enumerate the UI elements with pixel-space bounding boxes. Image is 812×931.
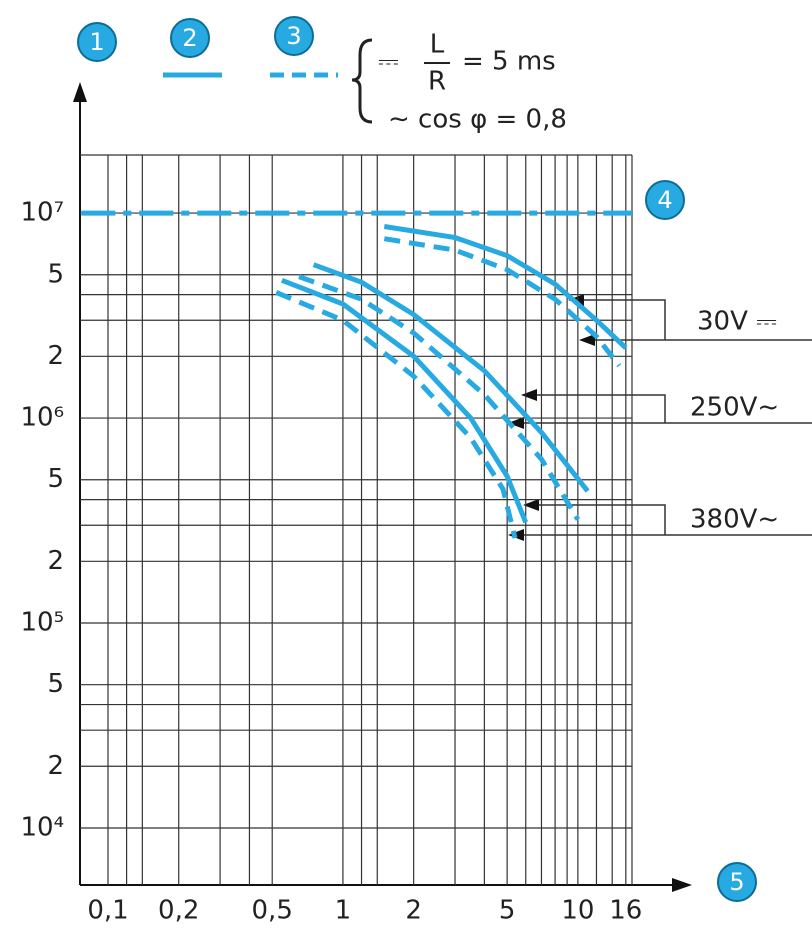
y-tick-label: 5 <box>47 464 64 494</box>
arrowhead <box>521 389 537 401</box>
y-tick-label: 10⁴ <box>20 812 64 842</box>
fraction-numerator: L <box>430 30 445 60</box>
arrowhead <box>579 334 595 346</box>
callout-circle <box>170 18 210 58</box>
callout-text: 1 <box>89 28 104 56</box>
x-tick-label: 10 <box>561 896 594 926</box>
y-tick-label: 10⁷ <box>20 198 64 228</box>
callout-text: 5 <box>729 868 744 896</box>
y-tick-label: 2 <box>47 751 64 781</box>
x-tick-label: 0,1 <box>87 896 128 926</box>
callout-text: 4 <box>657 186 672 214</box>
ac-text: ∼ cos φ = 0,8 <box>388 105 567 135</box>
y-tick-label: 2 <box>47 546 64 576</box>
series-line <box>383 224 628 350</box>
y-tick-label: 10⁵ <box>20 608 64 638</box>
annotation: 250V~ <box>690 393 779 423</box>
x-tick-label: 1 <box>335 896 352 926</box>
callout-circle <box>274 16 314 56</box>
leader <box>525 394 666 423</box>
dc-text: = 5 ms <box>462 47 556 77</box>
x-tick-label: 2 <box>405 896 422 926</box>
annotation: 380V~ <box>690 505 779 535</box>
callout-circle <box>717 862 757 902</box>
y-tick-label: 5 <box>47 259 64 289</box>
arrowhead <box>508 417 524 429</box>
fraction-denominator: R <box>428 67 446 97</box>
series-line <box>298 274 581 521</box>
series-line <box>312 262 590 493</box>
y-tick-label: 5 <box>47 669 64 699</box>
series-line <box>275 290 518 539</box>
leader <box>527 504 666 535</box>
x-axis-arrow <box>672 878 692 892</box>
leader-lines <box>512 299 812 536</box>
callout-circle <box>77 22 117 62</box>
callout-circle <box>645 180 685 220</box>
series-line <box>280 277 529 524</box>
arrowhead <box>523 499 539 511</box>
leader <box>572 299 666 340</box>
x-tick-label: 5 <box>499 896 516 926</box>
x-tick-label: 0,2 <box>158 896 199 926</box>
annotation: 30V ⎓ <box>697 307 777 337</box>
brace <box>351 38 373 124</box>
y-tick-label: 10⁶ <box>20 403 64 433</box>
callout-text: 2 <box>182 24 197 52</box>
series-line <box>383 236 622 368</box>
x-tick-label: 16 <box>609 896 642 926</box>
y-tick-label: 2 <box>47 341 64 371</box>
y-axis-arrow <box>73 82 87 102</box>
x-tick-label: 0,5 <box>252 896 293 926</box>
callout-text: 3 <box>286 22 301 50</box>
dc-symbol: ⎓ <box>378 47 399 77</box>
